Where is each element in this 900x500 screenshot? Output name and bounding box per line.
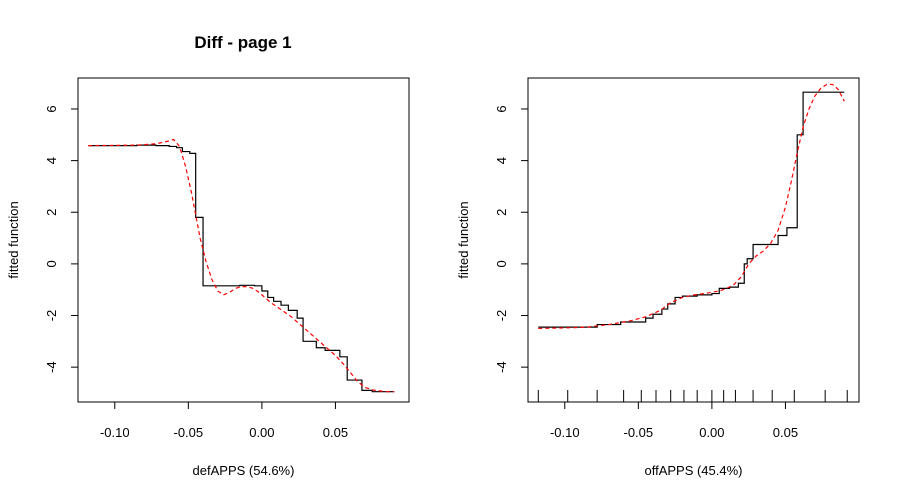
y-tick-label: -4 [494, 361, 509, 373]
y-axis-label: fitted function [456, 201, 471, 278]
fitted-step-line [88, 144, 395, 393]
smoothed-dashed-line [538, 83, 845, 330]
chart-panel-offapps: -0.10 -0.05 0.00 0.05 -4 -2 0 2 4 6 offAPPS (45.4%… [456, 77, 860, 478]
y-tick-label: 2 [494, 209, 509, 216]
plot-frame [527, 77, 860, 403]
x-axis-label: offAPPS (45.4%) [644, 463, 742, 478]
x-tick-label: -0.05 [174, 425, 204, 440]
x-tick-label: -0.10 [100, 425, 130, 440]
page-title: Diff - page 1 [194, 33, 291, 52]
x-tick-label: -0.05 [624, 425, 654, 440]
x-axis-label: defAPPS (54.6%) [193, 463, 295, 478]
y-tick-label: -2 [494, 310, 509, 322]
x-tick-label: -0.10 [550, 425, 580, 440]
y-tick-label: 2 [44, 209, 59, 216]
y-tick-label: 4 [44, 157, 59, 164]
y-tick-label: 6 [494, 105, 509, 112]
chart-panel-defapps: -0.10 -0.05 0.00 0.05 -4 -2 0 2 4 6 defAPPS (54.6%… [6, 77, 410, 478]
y-tick-label: 4 [494, 157, 509, 164]
plot-frame [77, 77, 410, 403]
y-tick-label: 6 [44, 105, 59, 112]
x-tick-label: 0.05 [773, 425, 798, 440]
y-tick-label: 0 [494, 260, 509, 267]
y-tick-label: 0 [44, 260, 59, 267]
fitted-step-line [538, 91, 845, 328]
x-tick-label: 0.00 [699, 425, 724, 440]
y-tick-label: -4 [44, 361, 59, 373]
smoothed-dashed-line [88, 138, 395, 393]
x-tick-label: 0.05 [323, 425, 348, 440]
y-tick-label: -2 [44, 310, 59, 322]
x-tick-label: 0.00 [249, 425, 274, 440]
y-axis-label: fitted function [6, 201, 21, 278]
